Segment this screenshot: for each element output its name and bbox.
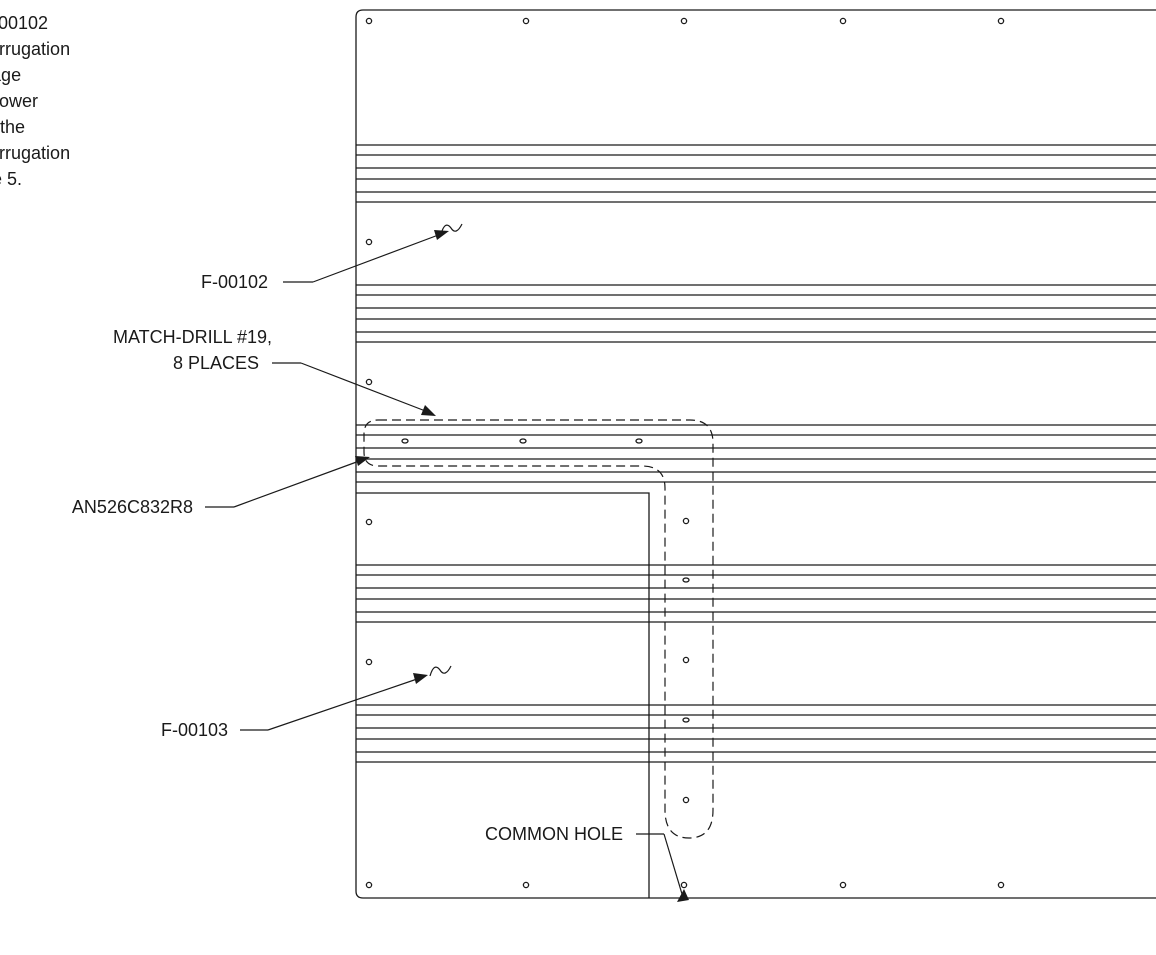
hole xyxy=(519,438,527,444)
callout-match-drill-line2: 8 PLACES xyxy=(172,353,259,373)
corrugation-bead-4 xyxy=(356,564,1156,623)
leader-f00102 xyxy=(283,230,449,283)
perimeter-holes xyxy=(365,17,1005,889)
hole xyxy=(365,658,373,666)
callout-match-drill-line1: MATCH-DRILL #19, xyxy=(112,327,272,347)
hole xyxy=(997,17,1005,25)
panel-outline xyxy=(355,9,1156,899)
hole xyxy=(365,518,373,526)
break-symbol-f00102 xyxy=(440,223,463,235)
leader-common-hole xyxy=(636,833,689,902)
hole xyxy=(635,438,643,444)
hole xyxy=(682,577,690,583)
hole xyxy=(522,881,530,889)
hole xyxy=(839,881,847,889)
corrugation-bead-3 xyxy=(356,424,1156,483)
leader-match-drill xyxy=(272,362,436,416)
match-drill-holes xyxy=(401,438,690,804)
hole xyxy=(682,517,690,525)
f00103-panel-edge xyxy=(356,492,650,898)
hole xyxy=(365,17,373,25)
callout-f00102: F-00102 xyxy=(200,272,268,292)
corrugation-bead-5 xyxy=(356,704,1156,763)
instruction-line: the F-00102 xyxy=(0,13,49,33)
callout-f00103: F-00103 xyxy=(160,720,228,740)
leader-rivet xyxy=(205,456,370,508)
hole xyxy=(365,881,373,889)
hole xyxy=(997,881,1005,889)
hole xyxy=(839,17,847,25)
instruction-line: ad Corrugation xyxy=(0,39,71,59)
instruction-line: ad Corrugation xyxy=(0,143,71,163)
callout-common-hole: COMMON HOLE xyxy=(484,824,623,844)
hole xyxy=(682,796,690,804)
instruction-text: the F-00102 ad Corrugation baggage ation… xyxy=(0,10,200,192)
common-hole xyxy=(680,881,688,889)
hole xyxy=(401,438,409,444)
callout-rivet-part-number: AN526C832R8 xyxy=(71,497,193,517)
break-symbol-f00103 xyxy=(429,665,452,677)
instruction-line: ation lower xyxy=(0,91,39,111)
hidden-angle-outline xyxy=(363,419,714,839)
hole xyxy=(522,17,530,25)
instruction-line: Figure 5. xyxy=(0,169,23,189)
hole xyxy=(680,17,688,25)
leader-f00103 xyxy=(240,673,428,731)
corrugation-bead-2 xyxy=(356,284,1156,343)
hole xyxy=(682,656,690,664)
corrugation-bead-1 xyxy=(356,144,1156,203)
instruction-line: make the xyxy=(0,117,26,137)
hole xyxy=(365,238,373,246)
hole xyxy=(365,378,373,386)
hole xyxy=(682,717,690,723)
instruction-line: baggage xyxy=(0,65,22,85)
